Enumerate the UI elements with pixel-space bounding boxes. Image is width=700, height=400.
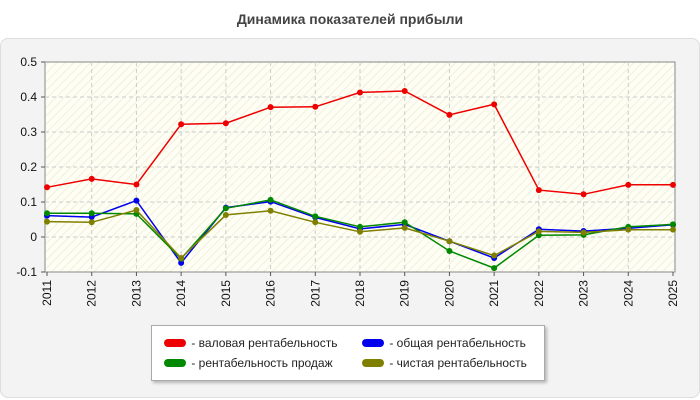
data-point-1 (178, 259, 185, 266)
chart-title: Динамика показателей прибыли (236, 11, 464, 27)
data-point-3 (88, 219, 95, 226)
x-tick-label: 2012 (85, 280, 99, 307)
data-point-3 (357, 228, 363, 235)
x-tick-label: 2016 (264, 280, 278, 307)
data-point-3 (580, 229, 587, 236)
y-tick-label: 0.3 (20, 125, 37, 139)
data-point-3 (267, 207, 274, 214)
legend: - валовая рентабельность - общая рентабе… (151, 325, 545, 381)
data-point-0 (357, 89, 363, 96)
legend-item-gross: - валовая рентабельность (164, 335, 337, 350)
data-point-3 (312, 219, 319, 226)
y-tick-label: 0 (30, 230, 37, 244)
x-tick-label: 2021 (487, 280, 501, 307)
legend-label-net: - чистая рентабельность (389, 355, 527, 370)
x-tick-label: 2011 (40, 280, 54, 306)
y-tick-label: 0.4 (20, 90, 37, 104)
data-point-2 (88, 210, 95, 217)
data-point-0 (625, 181, 632, 188)
y-tick-label: 0.2 (20, 160, 37, 174)
data-point-3 (625, 226, 632, 233)
data-point-0 (88, 175, 95, 182)
data-point-0 (44, 184, 50, 191)
data-point-1 (133, 197, 140, 204)
data-point-0 (491, 101, 498, 108)
data-point-3 (222, 211, 229, 218)
data-point-2 (670, 221, 676, 228)
data-point-3 (178, 255, 185, 261)
x-tick-label: 2022 (532, 280, 546, 307)
x-tick-label: 2023 (577, 280, 591, 307)
data-point-0 (178, 121, 185, 128)
x-tick-label: 2017 (308, 280, 322, 307)
data-point-0 (670, 181, 676, 188)
x-tick-label: 2025 (666, 280, 680, 307)
data-point-0 (267, 104, 274, 111)
legend-item-sales: - рентабельность продаж (164, 355, 333, 370)
data-point-2 (222, 205, 229, 212)
data-point-0 (312, 103, 319, 110)
data-point-2 (267, 196, 274, 203)
data-point-3 (535, 228, 542, 235)
data-point-0 (580, 191, 587, 198)
legend-swatch-gross (164, 338, 186, 347)
data-point-3 (44, 218, 50, 225)
data-point-2 (401, 219, 408, 226)
data-point-3 (401, 224, 408, 231)
data-point-0 (401, 88, 408, 95)
legend-swatch-sales (164, 358, 186, 367)
x-tick-label: 2024 (621, 280, 635, 307)
data-point-2 (446, 248, 453, 254)
y-tick-label: 0.1 (20, 195, 37, 209)
data-point-3 (133, 207, 140, 214)
data-point-2 (357, 223, 363, 230)
data-point-2 (491, 265, 498, 272)
data-point-3 (670, 226, 676, 233)
legend-label-sales: - рентабельность продаж (191, 355, 333, 370)
series-lines (44, 88, 676, 272)
data-point-2 (44, 210, 50, 217)
legend-swatch-total (362, 338, 384, 347)
x-tick-label: 2019 (398, 280, 412, 307)
y-tick-label: 0.5 (20, 55, 37, 69)
x-tick-label: 2014 (174, 280, 188, 307)
legend-item-net: - чистая рентабельность (362, 355, 527, 370)
data-point-0 (535, 187, 542, 194)
data-point-3 (446, 238, 453, 245)
data-point-2 (312, 213, 319, 220)
legend-swatch-net (362, 358, 384, 367)
data-point-0 (222, 120, 229, 127)
legend-item-total: - общая рентабельность (362, 335, 526, 350)
data-point-0 (446, 111, 453, 118)
y-tick-label: -0.1 (16, 265, 37, 279)
x-tick-label: 2020 (442, 280, 456, 307)
data-point-3 (491, 252, 498, 259)
x-tick-label: 2018 (353, 280, 367, 307)
x-tick-label: 2015 (219, 280, 233, 307)
legend-label-gross: - валовая рентабельность (191, 335, 338, 350)
legend-label-total: - общая рентабельность (389, 335, 526, 350)
data-point-0 (133, 181, 140, 188)
x-tick-label: 2013 (129, 280, 143, 307)
